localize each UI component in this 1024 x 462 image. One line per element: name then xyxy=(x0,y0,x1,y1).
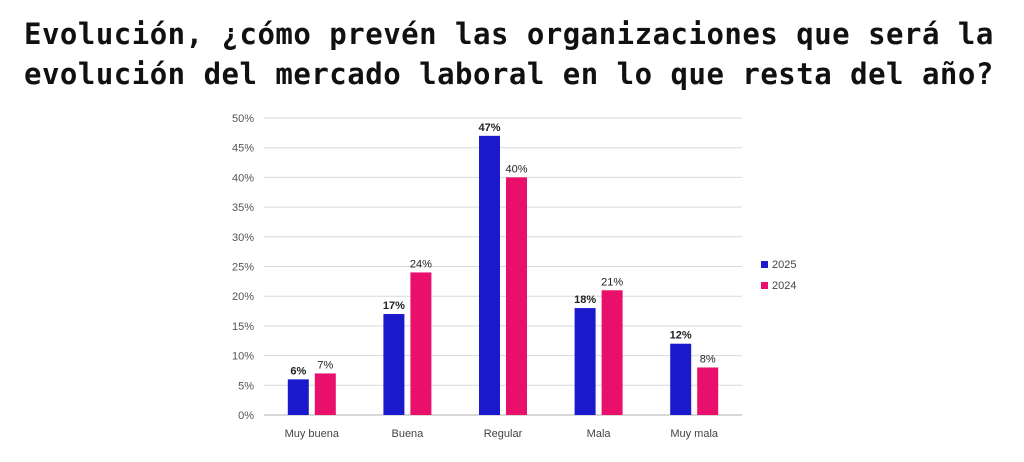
y-tick-label: 30% xyxy=(232,232,254,244)
y-tick-label: 25% xyxy=(232,262,254,274)
legend: 2025 2024 xyxy=(761,259,796,292)
y-tick-label: 10% xyxy=(232,351,254,363)
data-label: 24% xyxy=(410,258,432,270)
y-tick-label: 45% xyxy=(232,143,254,155)
legend-label-2025: 2025 xyxy=(772,259,796,271)
bar-2024-regular xyxy=(506,177,527,415)
y-tick-label: 20% xyxy=(232,291,254,303)
x-axis-ticks: Muy buena Buena Regular Mala Muy mala xyxy=(285,428,719,440)
bar-2024-muy-mala xyxy=(697,367,719,415)
y-tick-label: 5% xyxy=(238,380,254,392)
x-tick-label: Regular xyxy=(484,428,523,440)
x-tick-label: Mala xyxy=(587,428,612,440)
bar-2025-regular xyxy=(479,135,500,415)
page-title: Evolución, ¿cómo prevén las organizacion… xyxy=(24,14,1004,94)
x-tick-label: Muy buena xyxy=(285,428,340,440)
bars xyxy=(287,135,719,415)
data-label: 12% xyxy=(670,330,692,342)
bar-2025-muy-buena xyxy=(287,379,309,415)
bar-2025-buena xyxy=(383,314,405,415)
y-tick-label: 35% xyxy=(232,202,254,214)
bar-2024-mala xyxy=(601,290,623,415)
legend-swatch-2025 xyxy=(761,261,768,268)
legend-swatch-2024 xyxy=(761,282,768,289)
data-label: 40% xyxy=(505,163,527,175)
y-axis-ticks: 0% 5% 10% 15% 20% 25% 30% 35% 40% 45% 50% xyxy=(232,113,254,422)
title-line-2: evolución del mercado laboral en lo que … xyxy=(24,57,994,91)
y-tick-label: 0% xyxy=(238,410,254,422)
gridlines xyxy=(264,117,742,416)
data-label: 21% xyxy=(601,276,623,288)
bar-2024-muy-buena xyxy=(314,373,336,415)
data-labels: 6% 7% 17% 24% 47% 40% 18% 21% 12% 8% xyxy=(290,122,716,378)
bar-2025-muy-mala xyxy=(670,343,692,415)
data-label: 7% xyxy=(317,359,333,371)
legend-label-2024: 2024 xyxy=(772,280,796,292)
title-line-1: Evolución, ¿cómo prevén las organizacion… xyxy=(24,17,994,51)
data-label: 18% xyxy=(574,294,596,306)
y-tick-label: 40% xyxy=(232,172,254,184)
x-tick-label: Muy mala xyxy=(670,428,719,440)
data-label: 17% xyxy=(383,300,405,312)
data-label: 8% xyxy=(700,353,716,365)
data-label: 6% xyxy=(290,365,306,377)
bar-2024-buena xyxy=(410,272,432,415)
y-tick-label: 50% xyxy=(232,113,254,125)
x-tick-label: Buena xyxy=(391,428,424,440)
y-tick-label: 15% xyxy=(232,321,254,333)
data-label: 47% xyxy=(478,122,500,134)
bar-2025-mala xyxy=(574,308,596,415)
